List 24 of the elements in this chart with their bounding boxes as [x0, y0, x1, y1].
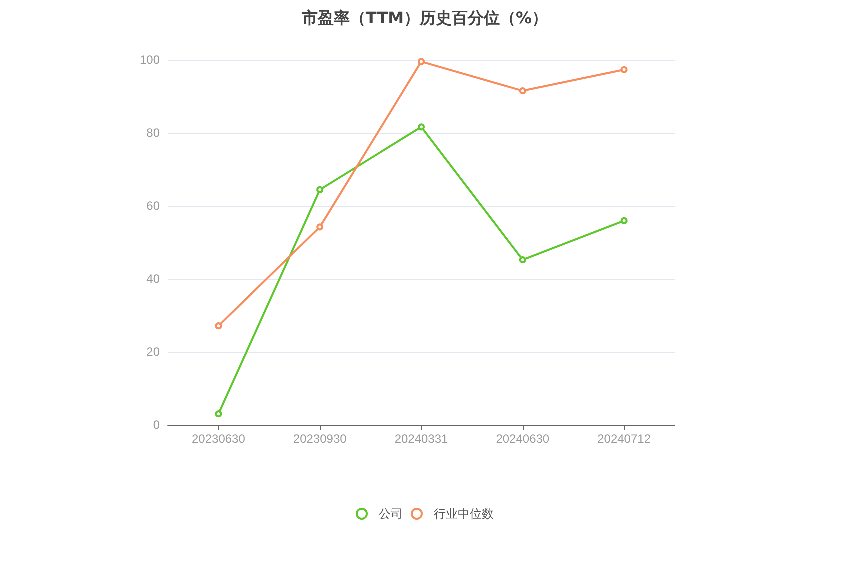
y-tick-label: 80	[146, 126, 160, 140]
point	[418, 124, 425, 131]
x-tick-label: 20230630	[192, 432, 246, 446]
point	[316, 186, 324, 194]
point	[215, 410, 222, 418]
legend-label: 行业中位数	[434, 507, 494, 521]
point	[620, 217, 628, 224]
point	[215, 322, 222, 330]
point	[316, 224, 324, 231]
chart-title: 市盈率（TTM）历史百分位（%）	[300, 8, 548, 28]
x-tick-label: 20240331	[394, 432, 449, 446]
x-tick-label: 20240630	[496, 432, 550, 446]
y-tick-label: 60	[146, 199, 160, 213]
point	[418, 58, 425, 66]
legend-label: 公司	[379, 507, 403, 521]
y-tick-label: 40	[146, 272, 160, 286]
point	[519, 256, 526, 264]
y-tick-label: 20	[146, 345, 160, 359]
x-tick-label: 20240712	[598, 432, 652, 446]
y-tick-label: 0	[153, 418, 160, 432]
point	[620, 66, 628, 74]
point	[519, 88, 526, 95]
x-tick-label: 20230930	[293, 432, 348, 446]
y-tick-label: 100	[140, 53, 160, 67]
